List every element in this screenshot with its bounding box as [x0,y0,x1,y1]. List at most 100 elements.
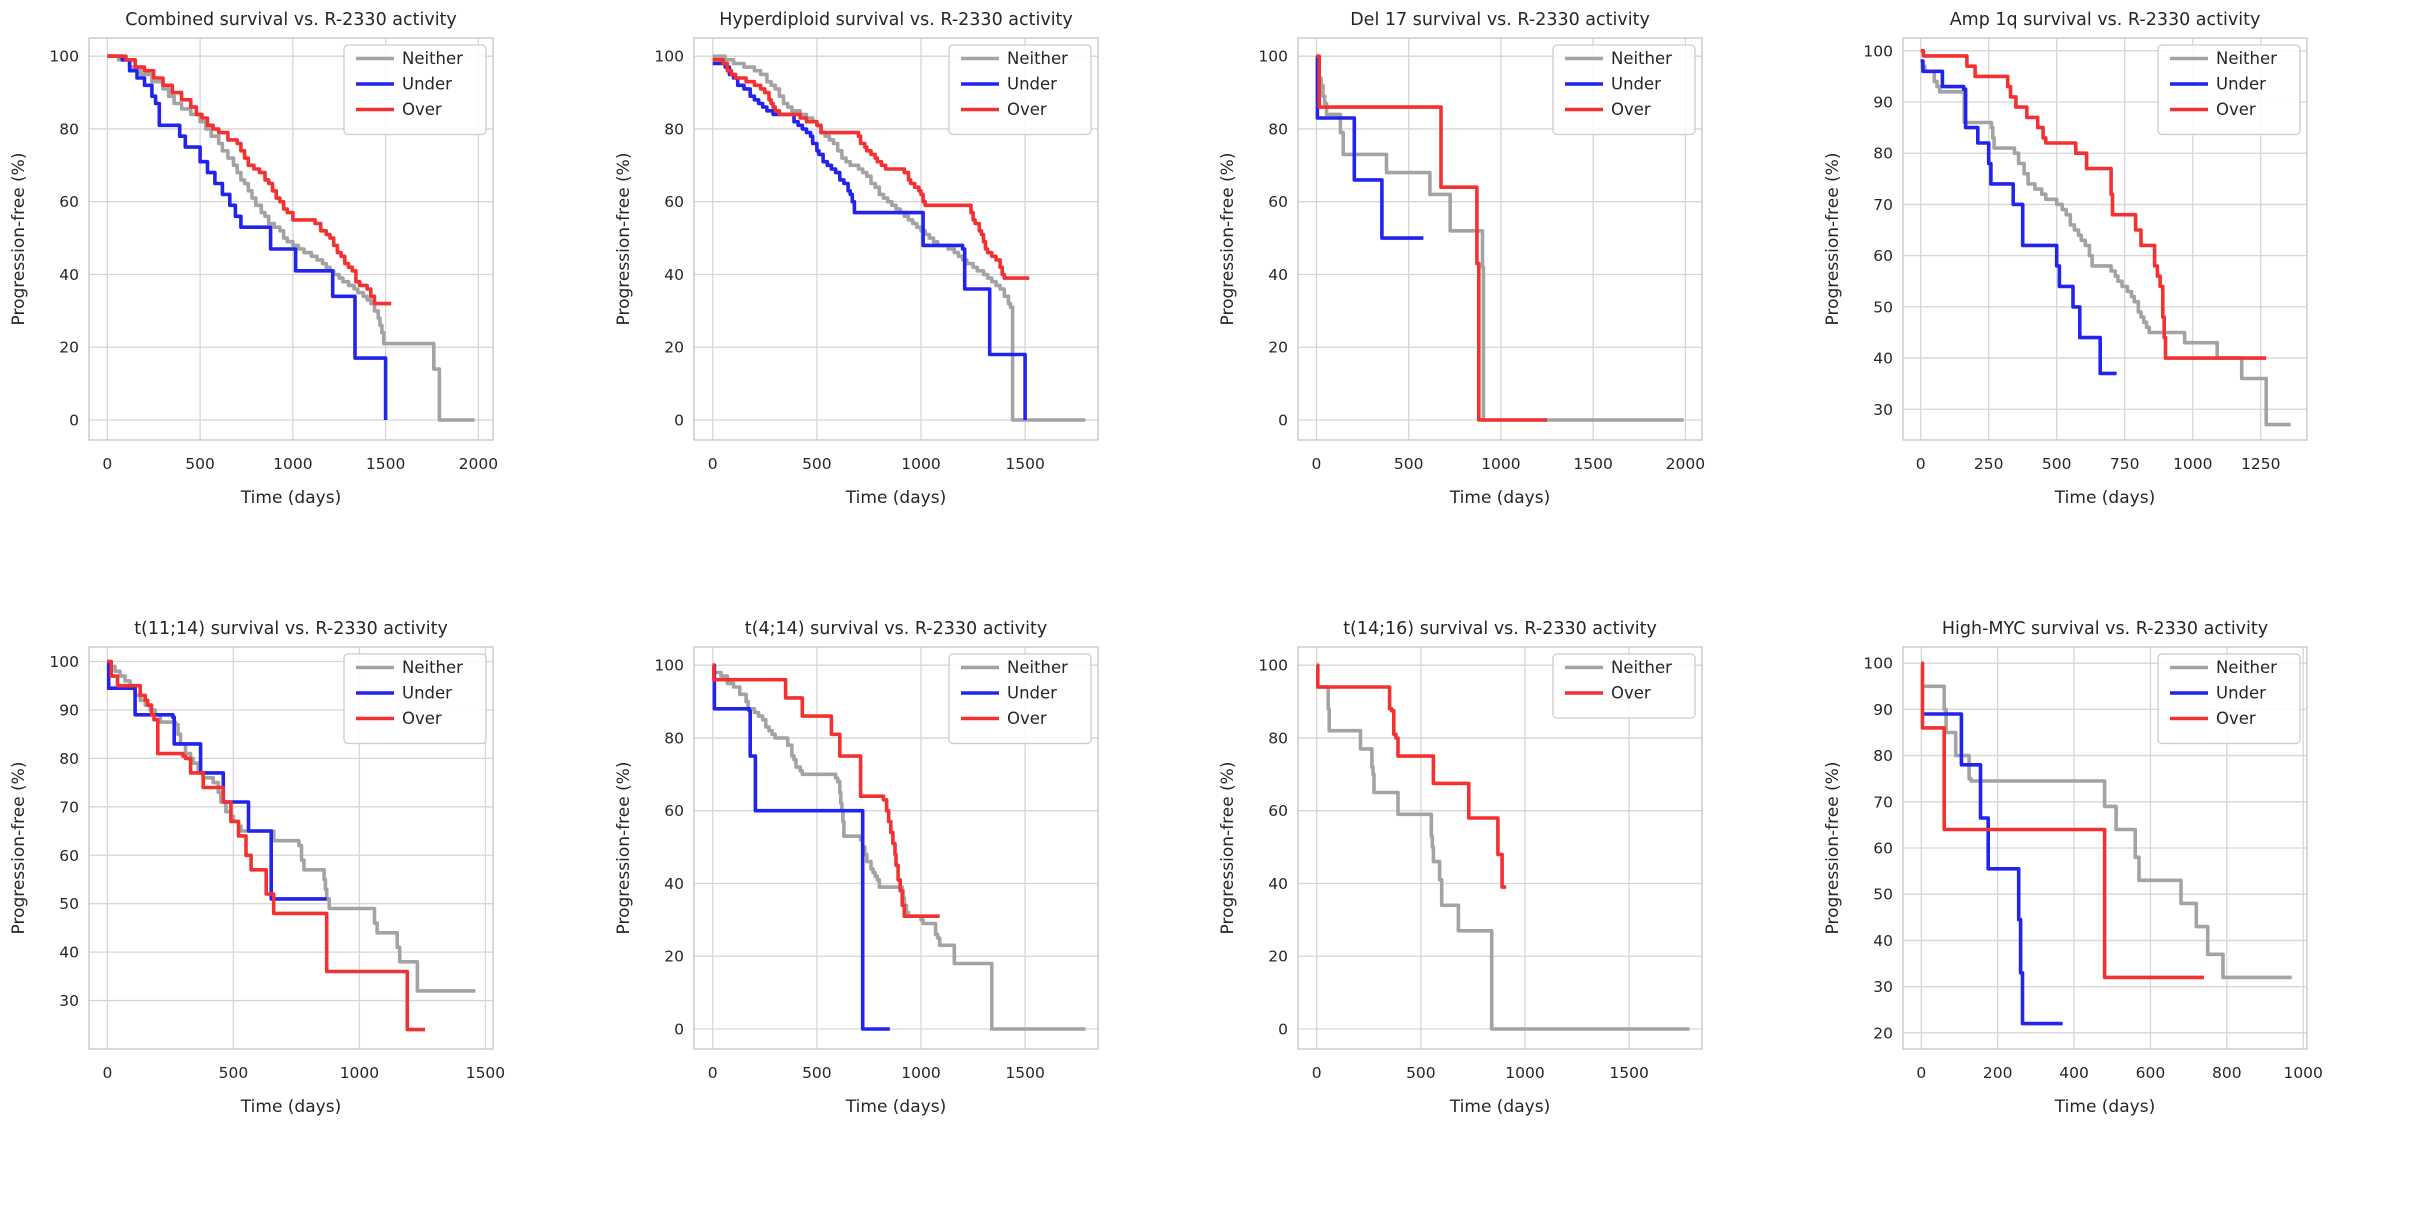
x-tick-label: 0 [1916,1064,1926,1082]
legend-entry-neither: Neither [1565,658,1672,677]
y-tick-label: 50 [1873,298,1893,316]
series-group [711,663,1085,1031]
legend-entry-over: Over [2169,100,2256,119]
km-chart-svg: Del 17 survival vs. R-2330 activity 0 500 1… [1218,10,1705,508]
y-tick-label: 70 [59,798,79,816]
series-group [1316,663,1690,1031]
plot-spine [1297,37,1703,441]
legend-entry-over: Over [2169,709,2255,728]
legend-label: Neither [1007,658,1068,677]
legend: Neither Over [1552,653,1696,719]
x-tick-label: 250 [1973,455,2003,473]
subplot-high-myc: High-MYC survival vs. R-2330 activity 0 20… [1814,609,2418,1218]
y-axis-label: Progression-free (%) [1823,762,1843,935]
km-chart-svg: t(4;14) survival vs. R-2330 activity 0 500… [614,619,1099,1117]
legend: Neither Under Over [2156,653,2301,745]
y-tick-label: 70 [1873,196,1893,214]
km-line-over [1316,663,1507,889]
y-tick-label: 100 [654,48,684,66]
y-tick-label: 80 [1873,145,1893,163]
legend-label: Neither [2216,658,2277,677]
x-tick-label: 500 [802,455,832,473]
km-line-neither [712,54,1085,422]
y-tick-label: 100 [1863,42,1893,60]
y-axis-label: Progression-free (%) [1218,153,1238,326]
legend-label: Neither [402,49,463,68]
y-tick-label: 0 [674,1020,684,1038]
plot-title: Combined survival vs. R-2330 activity [125,10,457,30]
km-line-under [712,663,890,1031]
y-tick-label: 100 [1863,655,1893,673]
y-tick-label: 80 [664,729,684,747]
x-axis-label: Time (days) [240,488,341,508]
km-chart-svg: t(14;16) survival vs. R-2330 activity 0 50… [1218,619,1703,1117]
km-line-neither [107,54,475,422]
x-tick-label: 1000 [1481,455,1520,473]
y-axis-label: Progression-free (%) [614,153,634,326]
x-axis-label: Time (days) [1449,1097,1550,1117]
y-tick-label: 40 [664,266,684,284]
legend-label: Neither [1611,658,1672,677]
legend-entry-neither: Neither [2169,658,2277,677]
x-tick-label: 0 [1312,1064,1322,1082]
y-tick-label: 80 [59,120,79,138]
x-tick-label: 1250 [2241,455,2280,473]
y-tick-label: 0 [1278,411,1288,429]
x-axis-label: Time (days) [844,1097,945,1117]
legend: Neither Under Over [1552,44,1696,136]
km-line-under [107,54,388,420]
y-tick-label: 20 [664,339,684,357]
y-tick-label: 0 [674,411,684,429]
km-chart-svg: Hyperdiploid survival vs. R-2330 activit… [614,10,1099,508]
legend-label: Over [1007,709,1047,728]
legend-entry-under: Under [2169,75,2266,94]
y-tick-label: 100 [1258,657,1288,675]
legend-label: Under [2216,684,2266,703]
legend-label: Over [2216,100,2256,119]
y-axis-label: Progression-free (%) [1823,153,1843,326]
y-tick-label: 20 [664,948,684,966]
plot-title: High-MYC survival vs. R-2330 activity [1941,619,2267,639]
y-tick-label: 100 [49,653,79,671]
x-tick-label: 1500 [1573,455,1612,473]
legend-entry-under: Under [960,684,1057,703]
legend-entry-over: Over [356,100,442,119]
x-tick-label: 1500 [1005,455,1044,473]
legend: Neither Under Over [343,653,487,745]
plot-title: Del 17 survival vs. R-2330 activity [1350,10,1650,30]
x-tick-label: 1000 [273,455,312,473]
subplot-amp1q: Amp 1q survival vs. R-2330 activity 0 250 5… [1814,0,2418,609]
km-line-neither [1920,684,2292,980]
subplot-t4-14: t(4;14) survival vs. R-2330 activity 0 500… [605,609,1210,1218]
legend-box [1552,653,1696,719]
x-tick-label: 2000 [459,455,498,473]
x-tick-label: 400 [2059,1064,2089,1082]
y-tick-label: 0 [1278,1020,1288,1038]
subplot-t14-16: t(14;16) survival vs. R-2330 activity 0 50… [1209,609,1814,1218]
legend-label: Over [1007,100,1047,119]
legend-entry-under: Under [2169,684,2266,703]
km-line-neither [1316,54,1684,422]
legend-entry-over: Over [356,709,442,728]
plot-title: t(14;16) survival vs. R-2330 activity [1343,619,1657,639]
x-axis-label: Time (days) [1449,488,1550,508]
legend-label: Neither [1611,49,1672,68]
plot-spine [1901,646,2308,1050]
legend-box [1552,44,1696,136]
legend-entry-neither: Neither [960,658,1068,677]
km-chart-svg: High-MYC survival vs. R-2330 activity 0 20… [1823,619,2323,1117]
subplot-t11-14: t(11;14) survival vs. R-2330 activity 0 50… [0,609,605,1218]
legend-entry-neither: Neither [356,49,463,68]
legend-label: Over [1611,684,1651,703]
y-tick-label: 60 [664,802,684,820]
km-line-under [1920,712,2063,1026]
plot-title: t(4;14) survival vs. R-2330 activity [744,619,1046,639]
series-group [106,659,476,1032]
y-tick-label: 70 [1873,793,1893,811]
km-line-over [1920,49,2266,360]
km-line-over [1920,661,2204,980]
legend-box [947,653,1092,745]
series-group [1315,54,1684,422]
y-tick-label: 100 [49,48,79,66]
km-line-neither [1316,685,1690,1031]
